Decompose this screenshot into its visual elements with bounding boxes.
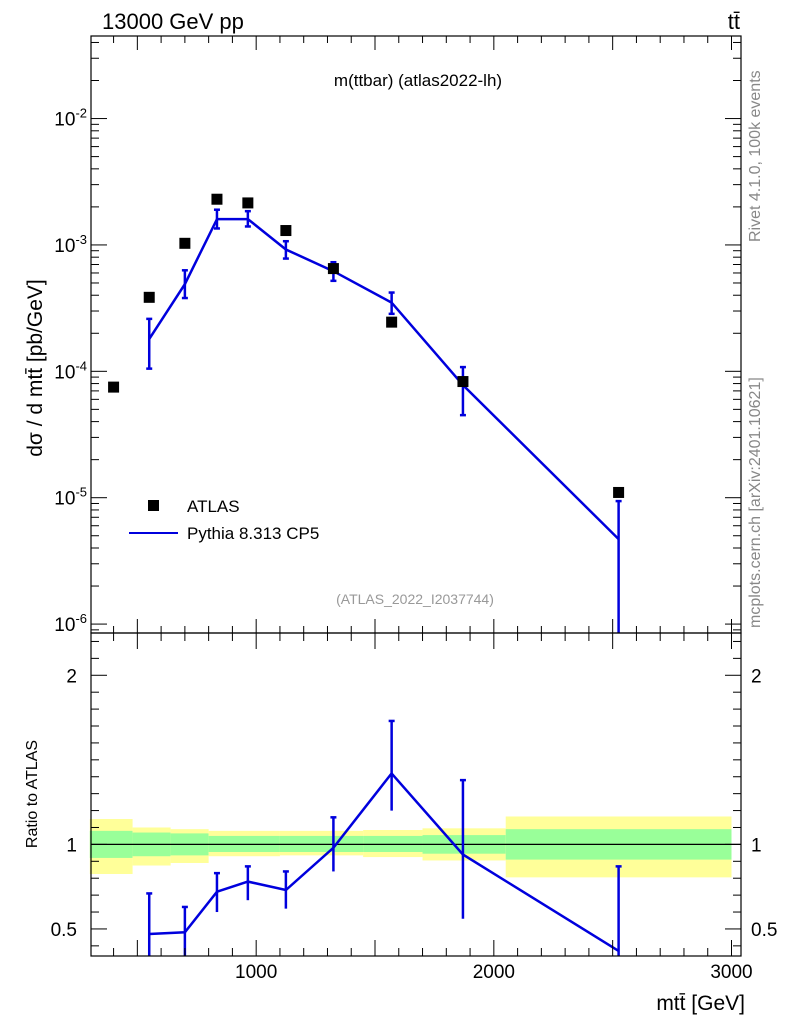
y-tick-label: 10-3: [54, 232, 87, 257]
energy-label: 13000 GeV pp: [102, 9, 244, 34]
analysis-label: (ATLAS_2022_I2037744): [336, 591, 494, 607]
ratio-y-tick-label: 2: [66, 666, 77, 687]
main-marks: [108, 193, 625, 633]
atlas-data-point: [613, 486, 625, 498]
atlas-data-point: [386, 316, 398, 328]
ratio-plot-frame: [90, 632, 742, 957]
x-tick-label: 1000: [235, 962, 277, 983]
legend-atlas-marker: [148, 500, 159, 511]
atlas-data-point: [211, 193, 223, 205]
main-plot: m(ttbar) (atlas2022-lh) (ATLAS_2022_I203…: [24, 36, 741, 636]
ratio-y-tick-label: 0.5: [51, 920, 77, 941]
main-plot-frame: [90, 35, 742, 634]
mcplots-label: mcplots.cern.ch [arXiv:2401.10621]: [747, 377, 764, 628]
ratio-y-tick-label: 1: [66, 835, 77, 856]
y-tick-label: 10-5: [54, 485, 87, 510]
mc-series-line: [148, 217, 620, 540]
atlas-data-point: [143, 291, 155, 303]
ratio-y-tick-label-right: 2: [751, 666, 762, 687]
ratio-ticks: 0.5 0.5 1 1 2 2 1000 2000 3000: [51, 633, 777, 983]
ratio-y-tick-label-right: 0.5: [751, 920, 777, 941]
ratio-y-axis-title: Ratio to ATLAS: [24, 740, 41, 848]
ratio-plot: 0.5 0.5 1 1 2 2 1000 2000 3000 Ratio to ATLAS mt…: [24, 633, 777, 1015]
atlas-data-point: [457, 376, 469, 388]
process-label: tt̄: [728, 9, 740, 34]
ratio-bands: [89, 816, 741, 878]
ratio-series-line: [149, 771, 620, 952]
atlas-data-point: [179, 237, 191, 249]
x-axis-title: mtt̄ [GeV]: [656, 992, 745, 1015]
y-tick-label: 10-4: [54, 358, 87, 383]
main-plot-title: m(ttbar) (atlas2022-lh): [334, 71, 502, 90]
atlas-data-point: [242, 197, 254, 209]
y-tick-label: 10-2: [54, 106, 87, 131]
y-tick-label: 10-6: [54, 611, 87, 636]
legend: ATLAS Pythia 8.313 CP5: [129, 497, 319, 543]
main-y-ticks: 10-6 10-5 10-4 10-3 10-2: [54, 36, 741, 636]
ratio-marks: [146, 719, 622, 956]
legend-atlas-label: ATLAS: [187, 497, 240, 516]
ratio-y-tick-label-right: 1: [751, 835, 762, 856]
x-tick-label: 2000: [473, 962, 515, 983]
rivet-label: Rivet 4.1.0, 100k events: [747, 70, 764, 242]
atlas-data-point: [280, 225, 292, 237]
atlas-data-point: [327, 263, 339, 275]
legend-pythia-label: Pythia 8.313 CP5: [187, 524, 319, 543]
y-axis-title: dσ / d mtt̄ [pb/GeV]: [24, 279, 47, 457]
atlas-data-point: [108, 381, 120, 393]
x-tick-label: 3000: [710, 962, 752, 983]
